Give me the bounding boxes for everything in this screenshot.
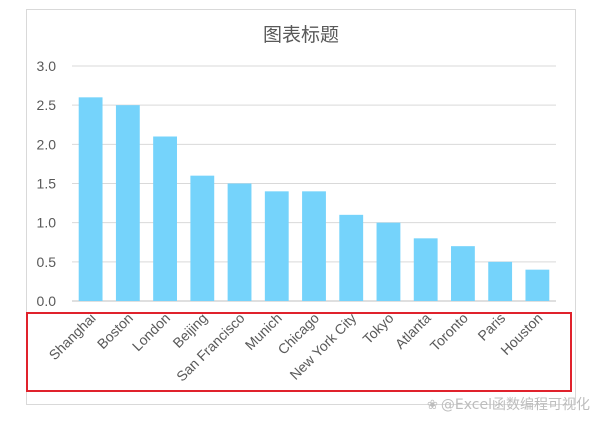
y-tick-label: 1.5 [37,176,57,192]
bar-houston [525,269,550,301]
bar-london [153,136,177,301]
y-tick-label: 2.5 [37,97,57,113]
bar-new-york-city [339,214,364,301]
bar-tokyo [376,222,401,301]
bar-san-francisco [227,183,252,301]
highlight-box [26,312,572,392]
bar-toronto [451,246,475,301]
bar-chicago [302,191,326,301]
y-axis-ticks: 0.0 0.5 1.0 1.5 2.0 2.5 3.0 [37,58,57,309]
y-tick-label: 3.0 [37,58,57,74]
y-tick-label: 0.5 [37,254,57,270]
bar-boston [115,105,140,302]
bar-beijing [190,175,215,301]
bar-shanghai [78,97,103,301]
paw-icon: ❀ [427,398,438,413]
bar-munich [264,191,289,301]
y-tick-label: 0.0 [37,293,57,309]
watermark: ❀ @Excel函数编程可视化 [427,394,590,414]
watermark-text: @Excel函数编程可视化 [440,397,590,413]
chart-title: 图表标题 [262,24,339,46]
bar-atlanta [413,238,438,301]
y-tick-label: 1.0 [37,215,57,231]
y-tick-label: 2.0 [37,136,57,152]
bars [78,97,550,302]
bar-paris [488,261,513,301]
